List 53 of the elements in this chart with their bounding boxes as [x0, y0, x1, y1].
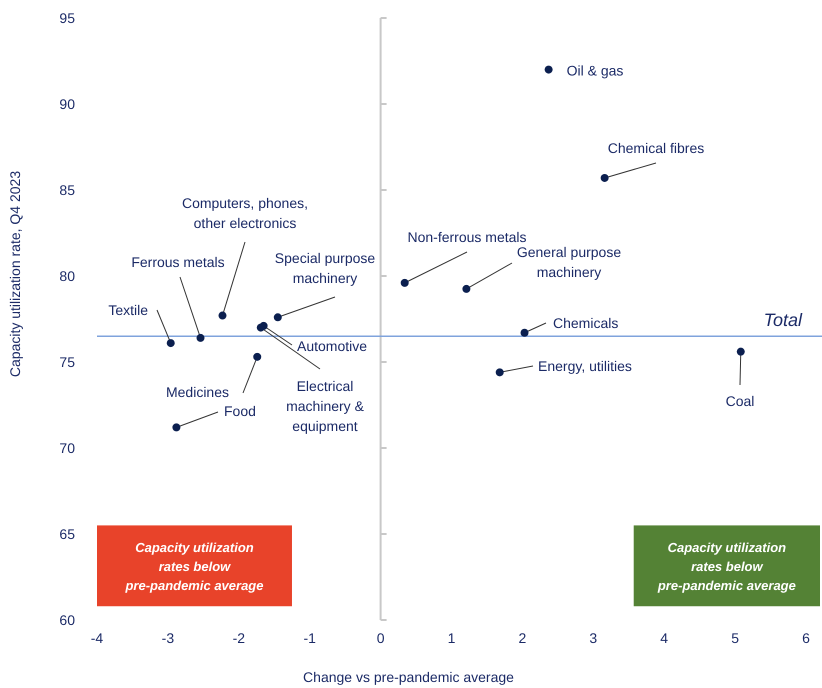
y-tick-label: 90 [59, 96, 76, 112]
annotation: Chemical fibres [608, 140, 704, 156]
point [600, 174, 609, 182]
point [196, 334, 205, 342]
point [256, 324, 265, 332]
x-tick-label: 5 [731, 630, 740, 646]
annotation: Capacity utilization rates below pre-pandemic average [656, 540, 796, 593]
y-tick-label: 95 [59, 10, 76, 26]
annotation: Textile [108, 302, 148, 318]
annotation: Capacity utilization rates below pre-pandemic average [124, 540, 264, 593]
x-tick-label: 1 [448, 630, 456, 646]
x-tick-label: 0 [376, 630, 385, 646]
x-tick-label: -1 [303, 630, 316, 646]
annotation: Electrical machinery & equipment [286, 378, 365, 434]
x-tick-label: -3 [162, 630, 174, 646]
y-axis-title: Capacity utilization rate, Q4 2023 [7, 170, 23, 378]
point [172, 423, 180, 432]
annotation: Energy, utilities [538, 358, 632, 374]
ref-line-label: Total [764, 310, 803, 330]
x-tick-label: -4 [90, 630, 104, 646]
y-tick-label: 80 [59, 268, 76, 284]
x-tick-label: 4 [660, 630, 668, 646]
annotation: Ferrous metals [131, 254, 225, 270]
annotation: Special purpose machinery [274, 250, 376, 286]
point [736, 348, 745, 356]
annotation: Oil & gas [566, 62, 624, 79]
annotation: Computers, phones, other electronics [182, 195, 308, 231]
annotation: Medicines [166, 384, 229, 400]
annotation: Chemicals [553, 315, 618, 331]
point [253, 352, 262, 361]
x-axis-title: Change vs pre-pandemic average [303, 669, 514, 685]
annotation: Automotive [297, 338, 368, 354]
point [166, 339, 175, 348]
x-tick-label: -2 [232, 630, 246, 646]
y-tick-label: 75 [59, 354, 76, 370]
point [496, 368, 504, 376]
point [520, 328, 529, 337]
y-tick-label: 70 [59, 440, 76, 456]
annotation: Coal [726, 393, 754, 409]
point [274, 313, 282, 322]
x-tick-label: 2 [518, 630, 526, 646]
y-tick-label: 65 [59, 526, 76, 542]
point [544, 66, 553, 74]
y-tick-label: 60 [59, 612, 76, 628]
x-tick-label: 3 [589, 630, 598, 646]
point [462, 284, 470, 293]
point [218, 312, 226, 320]
point [400, 278, 409, 287]
annotation: Food [224, 403, 256, 419]
x-tick-label: 6 [802, 630, 810, 646]
annotation: Non-ferrous metals [407, 229, 527, 245]
annotation: General purpose machinery [516, 244, 622, 280]
y-tick-label: 85 [59, 182, 76, 198]
